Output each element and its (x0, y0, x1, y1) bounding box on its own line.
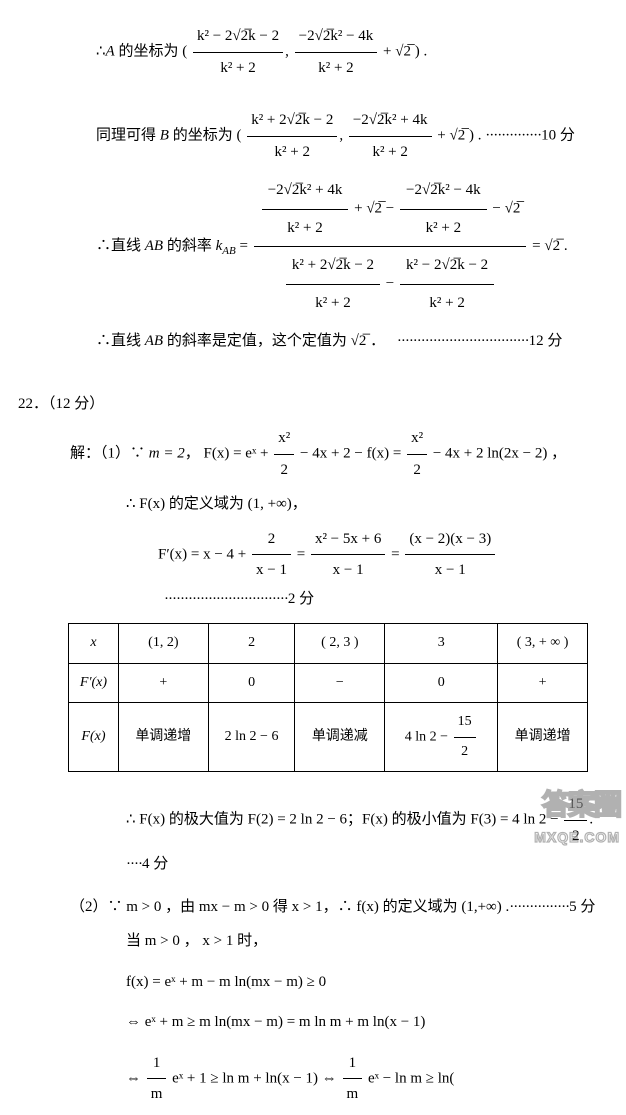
eq-B-coords: 同理可得 B 的坐标为 ( k² + 2√2̅k − 2k² + 2, −2√2… (96, 106, 608, 166)
table-row: F′(x) + 0 − 0 + (69, 663, 588, 703)
score-5: 5 分 (569, 899, 595, 915)
q22-p2-line1: （2）∵ m > 0 ，由 mx − m > 0 得 x > 1，∴ f(x) … (70, 893, 608, 922)
score-4: 4 分 (142, 856, 168, 872)
table-row: F(x) 单调递增 2 ln 2 − 6 单调递减 4 ln 2 − 152 单… (69, 703, 588, 772)
score-12: 12 分 (529, 333, 563, 349)
q22-iff1: ⇔ eˣ + m ≥ m ln(mx − m) = m ln m + m ln(… (126, 1008, 608, 1037)
q22-Fprime: F′(x) = x − 4 + 2x − 1 = x² − 5x + 6x − … (158, 525, 608, 614)
extrema-conclusion: ∴ F(x) 的极大值为 F(2) = 2 ln 2 − 6；F(x) 的极小值… (126, 790, 608, 879)
score-10: 10 分 (541, 127, 575, 143)
score-2: 2 分 (288, 591, 314, 607)
eq-A-coords: ∴A 的坐标为 ( k² − 2√2̅k − 2k² + 2, −2√2̅k² … (96, 22, 608, 82)
q22-header: 22．（12 分） (18, 390, 608, 419)
slope-conclusion: ∴直线 AB 的斜率是定值，这个定值为 √2̅ ． ··············… (96, 327, 608, 356)
q22-iff2: ⇔ 1m eˣ + 1 ≥ ln m + ln(x − 1) ⇔ 1m eˣ −… (126, 1049, 608, 1109)
q22-p1-line1: 解：（1）∵ m = 2， F(x) = eˣ + x²2 − 4x + 2 −… (70, 424, 608, 484)
eq-slope-kAB: ∴直线 AB 的斜率 kAB = −2√2̅k² + 4kk² + 2 + √2… (96, 176, 608, 317)
table-row: x (1, 2) 2 ( 2, 3 ) 3 ( 3, + ∞ ) (69, 624, 588, 664)
q22-domain: ∴ F(x) 的定义域为 (1, +∞)， (126, 490, 608, 519)
q22-p2-when: 当 m > 0 ， x > 1 时， (126, 927, 608, 956)
q22-fx-ineq: f(x) = eˣ + m − m ln(mx − m) ≥ 0 (126, 968, 608, 997)
sign-table: x (1, 2) 2 ( 2, 3 ) 3 ( 3, + ∞ ) F′(x) +… (68, 623, 588, 772)
